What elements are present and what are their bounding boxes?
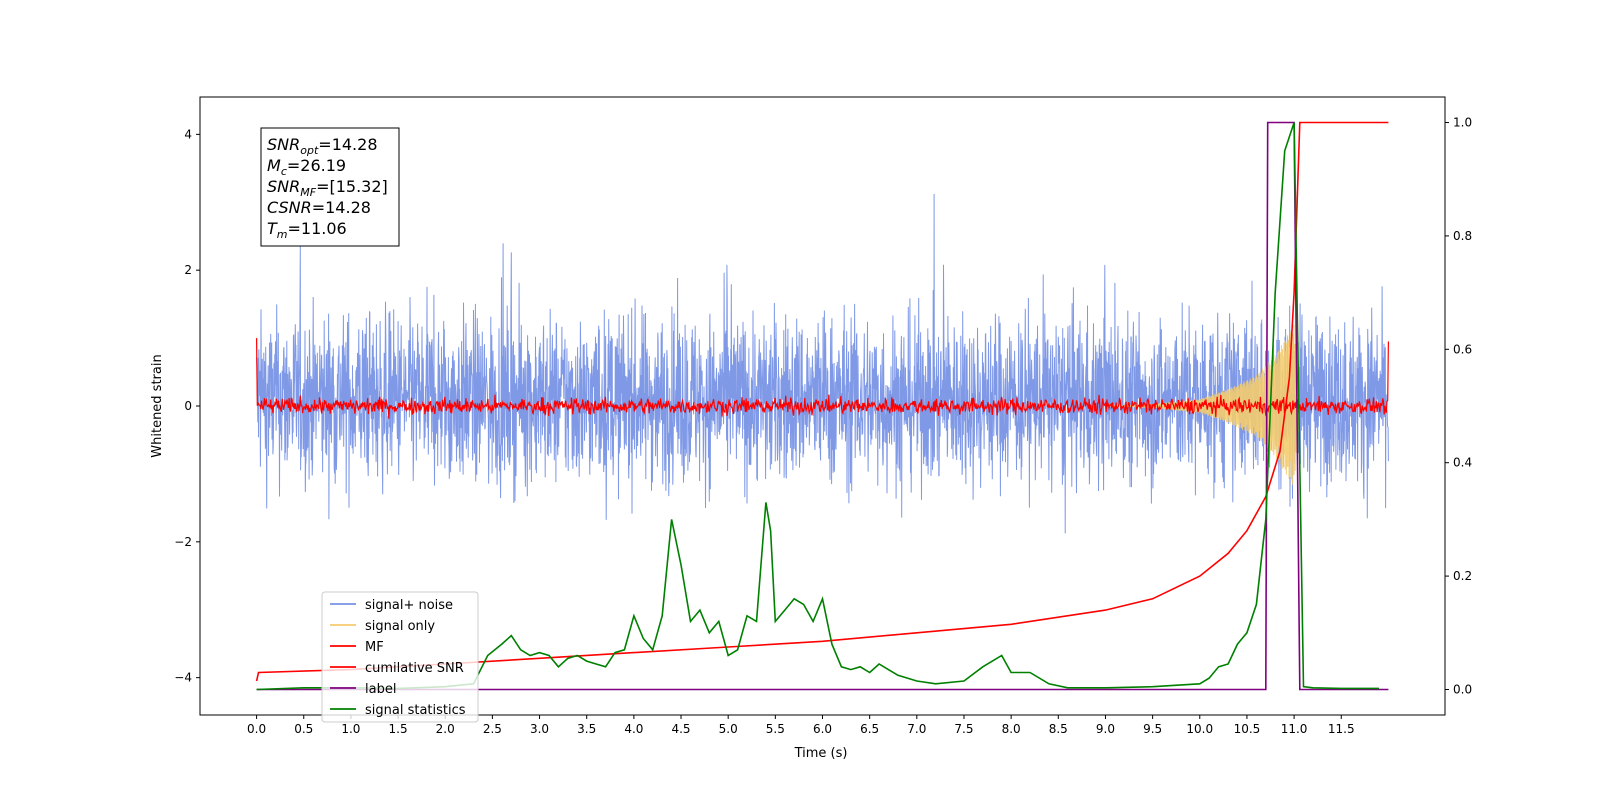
legend-label: label (365, 682, 396, 697)
y-axis-label: Whitened strain (150, 354, 165, 457)
x-tick-label: 0.5 (294, 722, 313, 736)
x-tick-label: 7.5 (954, 722, 973, 736)
annotation-line: SNRopt=14.28 (267, 135, 378, 157)
y-tick-label: 0 (184, 399, 192, 413)
x-tick-label: 10.0 (1186, 722, 1213, 736)
x-tick-label: 2.5 (483, 722, 502, 736)
x-tick-label: 1.0 (341, 722, 360, 736)
x-tick-label: 11.0 (1281, 722, 1308, 736)
series-signal-noise (256, 193, 1389, 534)
x-tick-label: 3.5 (577, 722, 596, 736)
y2-tick-label: 0.2 (1453, 569, 1472, 583)
series-cumulative-snr (255, 121, 1389, 682)
legend-label: signal only (365, 619, 435, 634)
x-tick-label: 8.5 (1049, 722, 1068, 736)
x-tick-label: 9.5 (1143, 722, 1162, 736)
series-mf (256, 338, 1389, 419)
annotation-line: CSNR=14.28 (267, 198, 371, 217)
x-axis-ticks: 0.0 0.5 1.0 1.5 2.0 2.5 3.0 3.5 4.0 4.5 5.0 5.5 6.0 6… (247, 715, 1355, 736)
legend-label: signal statistics (365, 703, 466, 718)
legend-label: signal+ noise (365, 598, 453, 613)
x-tick-label: 9.0 (1096, 722, 1115, 736)
y-tick-label: −4 (174, 671, 192, 685)
annotation-frame (260, 127, 400, 247)
legend-label: cumilative SNR (365, 661, 464, 676)
x-tick-label: 6.0 (813, 722, 832, 736)
y-axis-ticks: 4 2 0 −2 −4 (174, 127, 200, 685)
x-tick-label: 3.0 (530, 722, 549, 736)
x-axis-label: Time (s) (794, 746, 848, 761)
x-tick-label: 2.0 (436, 722, 455, 736)
legend-frame (321, 591, 479, 723)
series-signal-statistics (256, 122, 1379, 691)
x-tick-label: 5.0 (719, 722, 738, 736)
y2-tick-label: 0.8 (1453, 229, 1472, 243)
x-tick-label: 8.0 (1002, 722, 1021, 736)
annotation-line: Mc=26.19 (267, 156, 346, 178)
annotation-line: SNRMF=[15.32] (267, 177, 388, 199)
y2-tick-label: 0.0 (1453, 682, 1472, 696)
x-tick-label: 10.5 (1234, 722, 1261, 736)
y2-tick-label: 0.4 (1453, 456, 1472, 470)
y-tick-label: 4 (184, 127, 192, 141)
x-tick-label: 4.5 (671, 722, 690, 736)
legend: signal+ noise signal only MF cumilative SNR… (321, 591, 479, 723)
series-label (256, 121, 1389, 691)
x-tick-label: 7.0 (907, 722, 926, 736)
x-tick-label: 6.5 (860, 722, 879, 736)
x-tick-label: 4.0 (624, 722, 643, 736)
annotation-box: SNRopt=14.28Mc=26.19SNRMF=[15.32]CSNR=14… (260, 127, 400, 247)
x-tick-label: 11.5 (1328, 722, 1355, 736)
y2-tick-label: 0.6 (1453, 342, 1472, 356)
y-tick-label: 2 (184, 263, 192, 277)
legend-label: MF (365, 640, 384, 655)
plot-data-layer (255, 121, 1389, 691)
x-tick-label: 1.5 (389, 722, 408, 736)
y2-tick-label: 1.0 (1453, 116, 1472, 130)
x-tick-label: 0.0 (247, 722, 266, 736)
y-tick-label: −2 (174, 535, 192, 549)
annotation-line: Tm=11.06 (267, 219, 347, 241)
x-tick-label: 5.5 (766, 722, 785, 736)
y2-axis-ticks: 1.0 0.8 0.6 0.4 0.2 0.0 (1445, 116, 1472, 696)
